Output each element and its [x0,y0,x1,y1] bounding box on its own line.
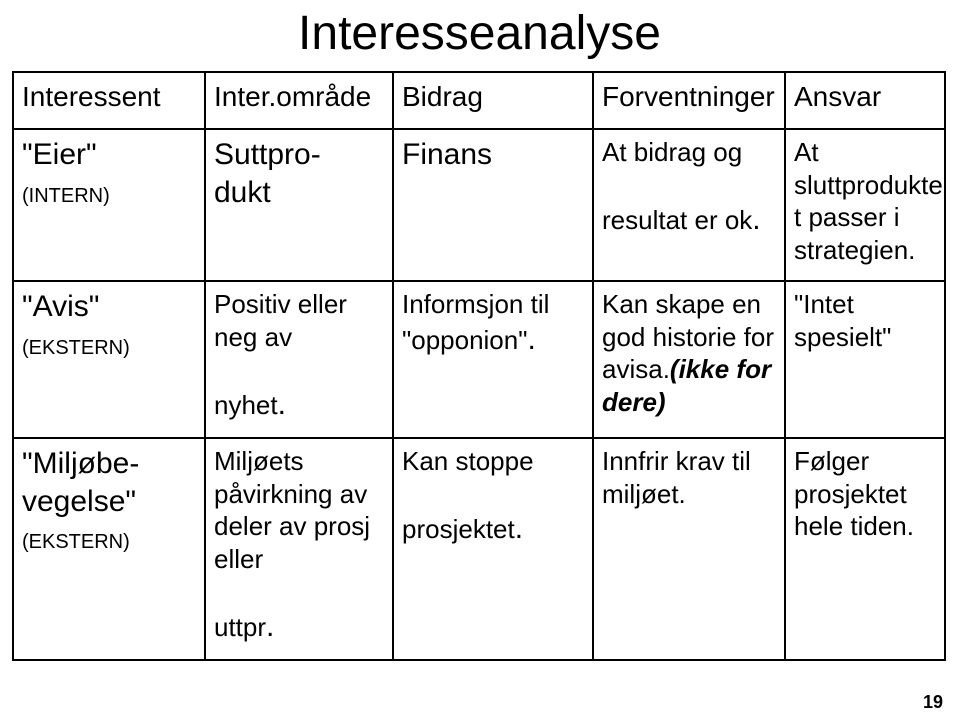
rowhead-main: "Avis" [22,290,99,323]
cell-text: dukt [214,176,271,209]
cell-text: Kan stoppe [402,446,534,476]
cell-forventninger: At bidrag og resultat er ok. [593,129,785,281]
cell-rowhead: "Miljøbe- vegelse" (EKSTERN) [13,438,205,660]
cell-interomrade: Suttpro- dukt [205,129,393,281]
cell-interomrade: Positiv eller neg av nyhet. [205,281,393,438]
page-number: 19 [923,692,943,713]
cell-text: At bidrag og [602,137,742,167]
cell-rowhead: "Eier" (INTERN) [13,129,205,281]
table-header-row: Interessent Inter.område Bidrag Forventn… [13,72,945,129]
col-header-forventninger: Forventninger [593,72,785,129]
analysis-table: Interessent Inter.område Bidrag Forventn… [12,71,946,661]
cell-bidrag: Kan stoppe prosjektet. [393,438,593,660]
page-title: Interesseanalyse [0,6,959,61]
cell-forventninger: Kan skape en god historie for avisa.(ikk… [593,281,785,438]
table-row: "Miljøbe- vegelse" (EKSTERN) Miljøets på… [13,438,945,660]
cell-text: Positiv eller neg av [214,289,347,352]
cell-bidrag: Informsjon til "opponion". [393,281,593,438]
cell-dot: . [278,388,286,421]
cell-dot: . [752,203,760,236]
cell-dot: . [515,512,523,545]
rowhead-main: "Eier" [22,138,97,171]
cell-text: nyhet [214,390,278,420]
cell-text: Miljøets påvirkning av deler av prosj el… [214,446,370,574]
cell-dot: . [527,323,535,356]
cell-dot: . [266,610,274,643]
cell-ansvar: Følger prosjektet hele tiden. [785,438,945,660]
table-row: "Avis" (EKSTERN) Positiv eller neg av ny… [13,281,945,438]
cell-rowhead: "Avis" (EKSTERN) [13,281,205,438]
rowhead-sub: (EKSTERN) [22,531,130,553]
cell-text: Innfrir krav til miljøet. [602,446,751,509]
rowhead-main: "Miljøbe- vegelse" [22,447,139,518]
cell-text: "opponion" [402,325,527,355]
cell-text: resultat er ok [602,205,752,235]
table-row: "Eier" (INTERN) Suttpro- dukt Finans At … [13,129,945,281]
cell-text: uttpr [214,612,266,642]
cell-forventninger: Innfrir krav til miljøet. [593,438,785,660]
cell-interomrade: Miljøets påvirkning av deler av prosj el… [205,438,393,660]
rowhead-sub: (INTERN) [22,185,110,207]
cell-text: Informsjon til [402,289,549,319]
cell-ansvar: At sluttprodukte t passer i strategien. [785,129,945,281]
cell-text: Finans [402,138,492,171]
col-header-bidrag: Bidrag [393,72,593,129]
col-header-interomrade: Inter.område [205,72,393,129]
rowhead-sub: (EKSTERN) [22,337,130,359]
col-header-interessent: Interessent [13,72,205,129]
cell-bidrag: Finans [393,129,593,281]
cell-ansvar: "Intet spesielt" [785,281,945,438]
cell-text: prosjektet [402,514,515,544]
col-header-ansvar: Ansvar [785,72,945,129]
cell-text: Suttpro- [214,138,321,171]
